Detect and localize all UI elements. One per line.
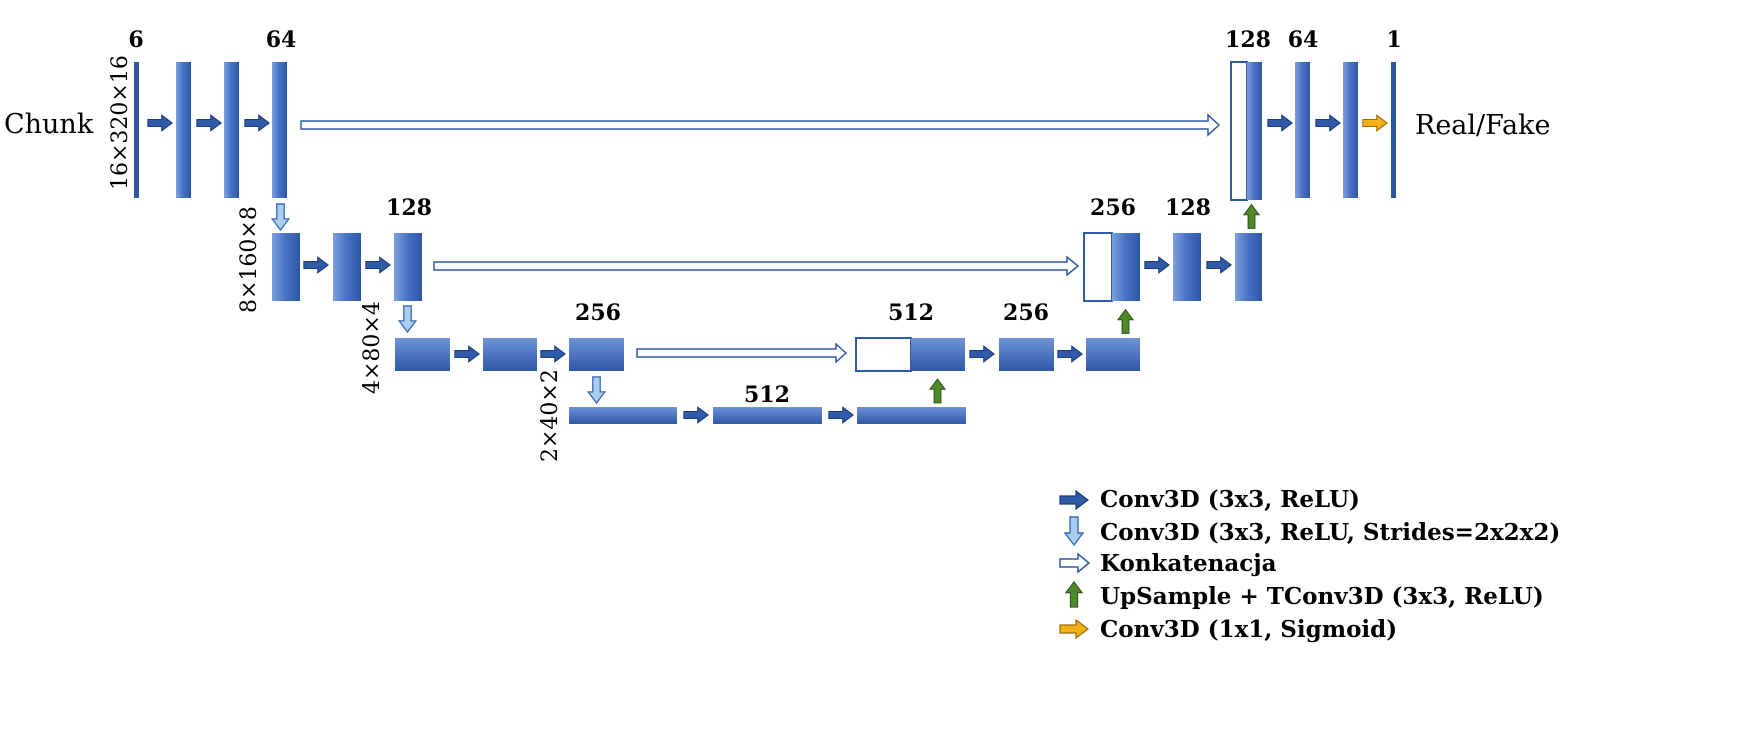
concat-feature-map — [1230, 61, 1248, 201]
feature-map — [911, 338, 965, 371]
strided-conv-arrow-icon — [587, 376, 606, 404]
feature-map — [483, 338, 537, 371]
upsample-arrow-icon — [1117, 309, 1134, 334]
dimension-label-level-4: 2×40×2 — [538, 369, 563, 462]
channel-label: 64 — [1288, 27, 1319, 53]
feature-map — [569, 407, 677, 424]
output-label: Real/Fake — [1415, 110, 1550, 141]
feature-map — [224, 62, 239, 198]
strided-conv-arrow-icon — [398, 305, 417, 333]
input-label: Chunk — [4, 109, 94, 140]
upsample-arrow-icon — [1065, 581, 1083, 608]
channel-label: 64 — [266, 27, 297, 53]
conv-arrow-icon — [1206, 256, 1232, 274]
concat-feature-map — [1083, 232, 1113, 302]
conv-arrow-icon — [969, 345, 995, 363]
feature-map — [1112, 233, 1140, 301]
channel-label: 512 — [888, 300, 934, 326]
feature-map — [1173, 233, 1201, 301]
concat-arrow-icon — [433, 255, 1080, 277]
feature-map — [272, 62, 287, 198]
conv-arrow-icon — [828, 406, 854, 424]
feature-map — [713, 407, 822, 424]
channel-label: 1 — [1386, 27, 1401, 53]
conv-arrow-icon — [1267, 114, 1293, 132]
strided-conv-arrow-icon — [271, 203, 290, 231]
conv-arrow-icon — [540, 345, 566, 363]
channel-label: 128 — [1225, 27, 1271, 53]
feature-map-input — [134, 62, 139, 198]
feature-map — [1247, 62, 1262, 200]
conv-arrow-icon — [244, 114, 270, 132]
channel-label: 128 — [1165, 195, 1211, 221]
feature-map — [1235, 233, 1262, 301]
channel-label: 6 — [128, 27, 143, 53]
conv-arrow-icon — [1315, 114, 1341, 132]
sigmoid-arrow-icon — [1362, 114, 1388, 132]
concat-arrow-icon — [300, 113, 1221, 137]
legend-label: UpSample + TConv3D (3x3, ReLU) — [1100, 583, 1544, 610]
concat-feature-map — [855, 337, 912, 372]
legend-label: Conv3D (1x1, Sigmoid) — [1100, 616, 1397, 643]
upsample-arrow-icon — [1243, 204, 1260, 229]
feature-map — [394, 233, 422, 301]
sigmoid-arrow-icon — [1059, 619, 1089, 639]
conv-arrow-icon — [1057, 345, 1083, 363]
conv-arrow-icon — [365, 256, 391, 274]
concat-arrow-icon — [1059, 552, 1091, 574]
feature-map — [1086, 338, 1140, 371]
legend-label: Conv3D (3x3, ReLU) — [1100, 486, 1360, 513]
legend-label: Konkatenacja — [1100, 550, 1277, 577]
feature-map — [272, 233, 300, 301]
feature-map — [857, 407, 966, 424]
feature-map-output — [1391, 62, 1396, 198]
strided-conv-arrow-icon — [1064, 516, 1084, 546]
concat-arrow-icon — [636, 342, 848, 364]
legend: Conv3D (3x3, ReLU) Conv3D (3x3, ReLU, St… — [1059, 486, 1560, 643]
feature-map — [176, 62, 191, 198]
channel-label: 256 — [1090, 195, 1136, 221]
feature-map — [569, 338, 624, 371]
conv-arrow-icon — [1144, 256, 1170, 274]
feature-map — [1295, 62, 1310, 198]
dimension-label-level-2: 8×160×8 — [237, 206, 262, 313]
conv-arrow-icon — [454, 345, 480, 363]
feature-map — [333, 233, 361, 301]
conv-arrow-icon — [1059, 490, 1089, 510]
feature-map — [395, 338, 450, 371]
dimension-label-level-1: 16×320×16 — [108, 55, 133, 190]
conv-arrow-icon — [683, 406, 709, 424]
feature-map — [999, 338, 1054, 371]
legend-label: Conv3D (3x3, ReLU, Strides=2x2x2) — [1100, 519, 1560, 546]
conv-arrow-icon — [303, 256, 329, 274]
conv-arrow-icon — [147, 114, 173, 132]
upsample-arrow-icon — [929, 378, 946, 404]
channel-label: 512 — [744, 382, 790, 408]
channel-label: 128 — [386, 195, 432, 221]
channel-label: 256 — [575, 300, 621, 326]
conv-arrow-icon — [196, 114, 222, 132]
dimension-label-level-3: 4×80×4 — [360, 301, 385, 394]
feature-map — [1343, 62, 1358, 198]
channel-label: 256 — [1003, 300, 1049, 326]
